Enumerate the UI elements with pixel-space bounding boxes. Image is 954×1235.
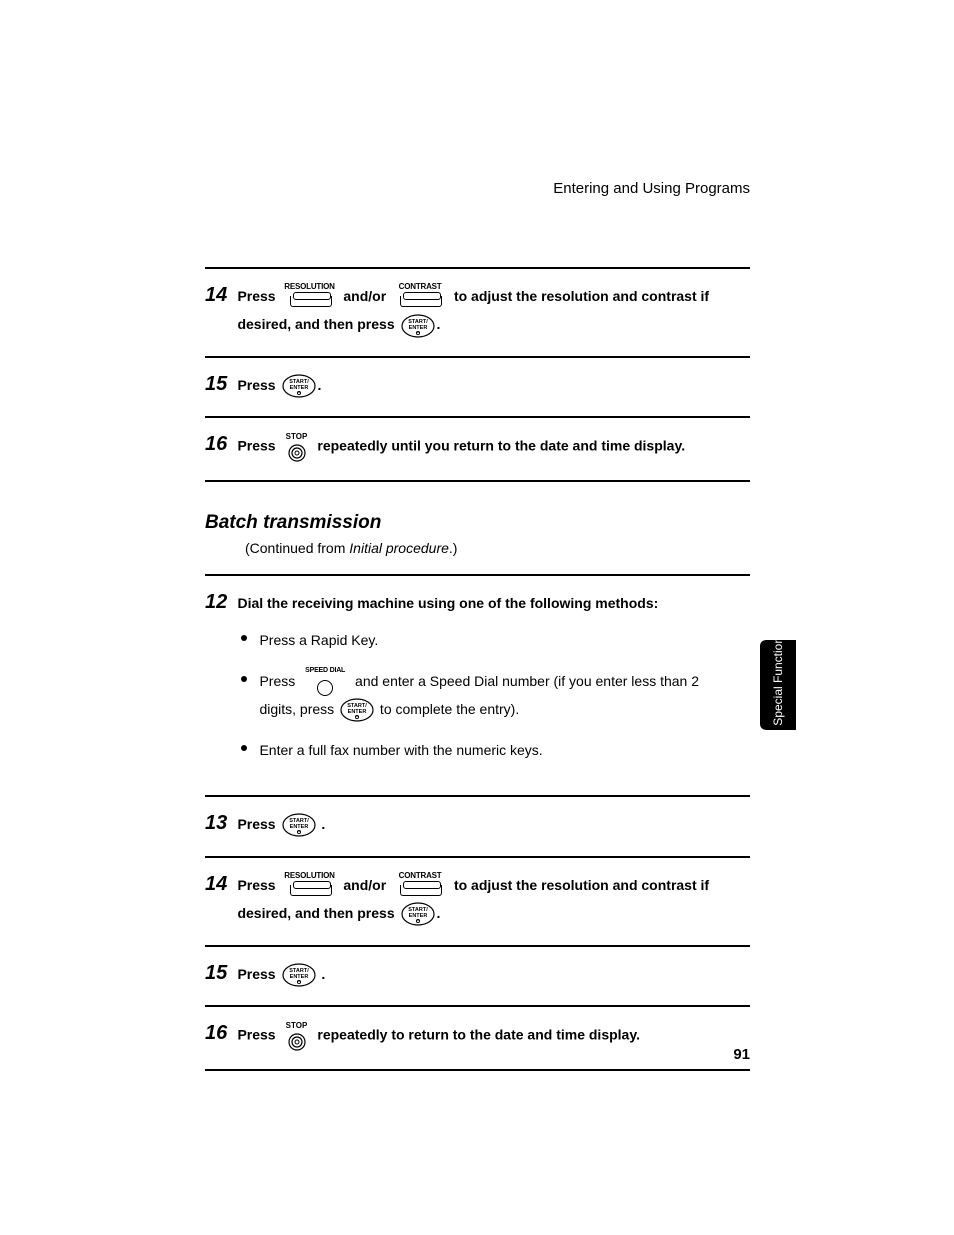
step-number: 14 xyxy=(205,872,233,896)
step-14-b: 14 Press RESOLUTION and/or CONTRAST to a… xyxy=(205,856,750,945)
step-14-a: 14 Press RESOLUTION and/or CONTRAST to a… xyxy=(205,267,750,356)
section-title: Batch transmission xyxy=(205,512,750,534)
contrast-key-icon: CONTRAST xyxy=(392,283,448,311)
contrast-key-icon: CONTRAST xyxy=(392,872,448,900)
start-enter-key-icon: START/ENTER xyxy=(281,374,317,398)
resolution-key-icon: RESOLUTION xyxy=(282,872,338,900)
start-enter-key-icon: START/ENTER xyxy=(400,902,436,926)
speed-dial-key-icon: SPEED DIAL xyxy=(301,668,349,696)
step-number: 13 xyxy=(205,811,233,835)
svg-text:ENTER: ENTER xyxy=(408,913,427,919)
resolution-key-icon: RESOLUTION xyxy=(282,283,338,311)
svg-text:ENTER: ENTER xyxy=(408,325,427,331)
stop-key-icon: STOP xyxy=(282,432,312,462)
step-number: 14 xyxy=(205,283,233,307)
step-number: 12 xyxy=(205,590,233,614)
svg-text:ENTER: ENTER xyxy=(289,385,308,391)
step-text: Press RESOLUTION and/or CONTRAST to adju… xyxy=(237,872,737,927)
start-enter-key-icon: START/ENTER xyxy=(281,813,317,837)
step-16-a: 16 Press STOP repeatedly until you retur… xyxy=(205,416,750,482)
step-number: 15 xyxy=(205,372,233,396)
step-text: Press STOP repeatedly until you return t… xyxy=(237,432,737,462)
step-text: Press START/ENTER . xyxy=(237,961,737,988)
step-15-b: 15 Press START/ENTER . xyxy=(205,945,750,1006)
list-item: Enter a full fax number with the numeric… xyxy=(237,737,737,764)
start-enter-key-icon: START/ENTER xyxy=(339,698,375,722)
continued-note: (Continued from Initial procedure.) xyxy=(245,540,750,556)
step-12: 12 Dial the receiving machine using one … xyxy=(205,574,750,795)
step-13: 13 Press START/ENTER . xyxy=(205,795,750,856)
step-number: 15 xyxy=(205,961,233,985)
start-enter-key-icon: START/ENTER xyxy=(281,963,317,987)
list-item: Press a Rapid Key. xyxy=(237,627,737,654)
running-head: Entering and Using Programs xyxy=(205,180,750,197)
svg-text:ENTER: ENTER xyxy=(289,974,308,980)
chapter-tab: 5. Special Functions xyxy=(760,640,796,730)
list-item: Press SPEED DIAL and enter a Speed Dial … xyxy=(237,668,737,723)
page-content: Entering and Using Programs 14 Press RES… xyxy=(205,180,750,1071)
step-number: 16 xyxy=(205,432,233,456)
step-text: Press RESOLUTION and/or CONTRAST to adju… xyxy=(237,283,737,338)
step-text: Press START/ENTER . xyxy=(237,811,737,838)
step-15-a: 15 Press START/ENTER. xyxy=(205,356,750,417)
start-enter-key-icon: START/ENTER xyxy=(400,314,436,338)
step-number: 16 xyxy=(205,1021,233,1045)
svg-text:ENTER: ENTER xyxy=(348,709,367,715)
svg-text:ENTER: ENTER xyxy=(289,824,308,830)
step-text: Dial the receiving machine using one of … xyxy=(237,590,737,777)
step-text: Press START/ENTER. xyxy=(237,372,737,399)
bullet-list: Press a Rapid Key. Press SPEED DIAL and … xyxy=(237,627,737,763)
page-number: 91 xyxy=(205,1046,750,1063)
